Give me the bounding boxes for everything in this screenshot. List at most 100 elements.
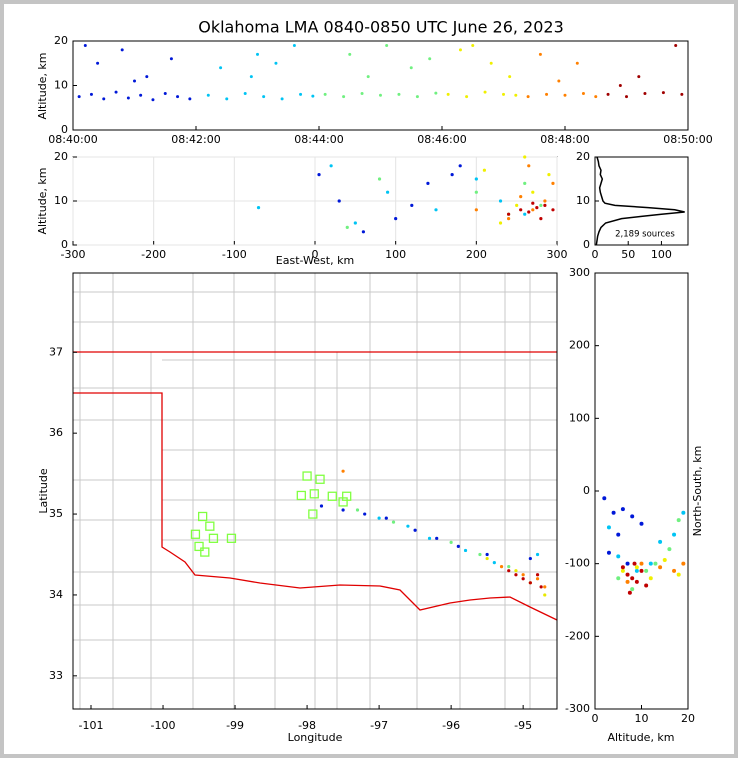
source-point (551, 208, 555, 212)
y-tick-label: 20 (54, 150, 68, 163)
x-tick-label: 08:50:00 (663, 133, 712, 146)
source-point (531, 201, 535, 205)
y-tick-label: 100 (569, 411, 590, 424)
source-point (527, 210, 531, 214)
source-point (667, 547, 672, 552)
source-point (551, 181, 555, 185)
source-point (341, 469, 345, 473)
source-point (456, 544, 460, 549)
source-point (519, 195, 523, 199)
source-point (458, 48, 462, 52)
source-point (102, 97, 106, 101)
y-axis-label: Altitude, km (36, 167, 49, 234)
x-axis-label: Longitude (288, 731, 343, 744)
source-point (661, 91, 665, 95)
source-point (527, 164, 531, 168)
source-point (426, 181, 430, 185)
source-point (323, 92, 327, 96)
source-point (539, 585, 543, 589)
station (194, 541, 204, 552)
source-point (219, 66, 223, 70)
station (296, 490, 306, 501)
y-tick-label: -200 (565, 629, 590, 642)
station (309, 489, 319, 499)
source-point (515, 203, 519, 207)
y-tick-label: 20 (576, 150, 590, 163)
source-point (528, 581, 532, 585)
source-point (386, 190, 390, 194)
source-point (502, 92, 505, 96)
source-point (547, 173, 551, 177)
source-point (355, 508, 360, 512)
y-tick-label: 34 (49, 588, 63, 601)
source-point (634, 579, 639, 584)
source-point (319, 504, 324, 508)
source-point (535, 552, 540, 557)
station (302, 471, 312, 481)
x-tick-label: 200 (466, 248, 487, 261)
x-tick-label: 08:46:00 (417, 133, 466, 146)
source-point (648, 561, 653, 566)
x-tick-label: -100 (222, 248, 247, 261)
source-point (361, 230, 365, 234)
source-point (341, 508, 345, 512)
source-point (96, 61, 100, 65)
station (208, 533, 219, 543)
source-point (409, 66, 413, 70)
source-point (377, 516, 381, 520)
source-point (450, 173, 454, 177)
source-point (581, 92, 585, 96)
source-point (478, 552, 482, 557)
source-point (662, 558, 667, 563)
x-tick-label: -101 (79, 719, 104, 732)
source-point (188, 97, 192, 101)
y-tick-label: 33 (49, 669, 63, 682)
source-point (521, 577, 525, 581)
source-point (639, 521, 644, 526)
source-point (543, 593, 547, 597)
source-point (672, 568, 677, 573)
source-point (498, 199, 503, 203)
source-point (434, 91, 438, 95)
source-point (674, 43, 678, 47)
x-tick-label: 08:48:00 (540, 133, 589, 146)
source-point (299, 92, 303, 96)
source-point (120, 48, 124, 52)
source-point (379, 93, 382, 97)
source-point (262, 95, 266, 99)
source-point (535, 573, 540, 577)
source-point (539, 217, 543, 221)
y-tick-label: 200 (569, 339, 590, 352)
station (308, 509, 318, 519)
source-point (627, 590, 632, 595)
y-tick-label: -300 (565, 702, 590, 715)
station (338, 497, 348, 507)
source-point (538, 52, 542, 56)
source-point (676, 572, 681, 577)
figure-background (4, 4, 734, 754)
source-point (126, 96, 130, 100)
source-point (366, 75, 370, 79)
x-tick-label: -99 (226, 719, 244, 732)
source-point (471, 43, 475, 47)
source-point (611, 510, 616, 515)
x-tick-label: 08:40:00 (48, 133, 97, 146)
y-axis-label: North-South, km (691, 446, 704, 537)
source-point (616, 532, 621, 537)
y-tick-label: 10 (54, 194, 68, 207)
y-tick-label: -100 (565, 557, 590, 570)
source-point (348, 52, 352, 56)
source-point (676, 518, 681, 523)
source-point (514, 93, 518, 97)
source-point (465, 95, 469, 99)
source-point (606, 92, 610, 96)
source-point (526, 95, 530, 99)
source-point (630, 587, 635, 592)
source-point (543, 203, 547, 207)
source-point (434, 208, 438, 212)
station (200, 547, 210, 557)
source-point (632, 561, 637, 566)
source-point (410, 203, 414, 207)
source-point (507, 565, 511, 569)
source-point (397, 92, 401, 96)
